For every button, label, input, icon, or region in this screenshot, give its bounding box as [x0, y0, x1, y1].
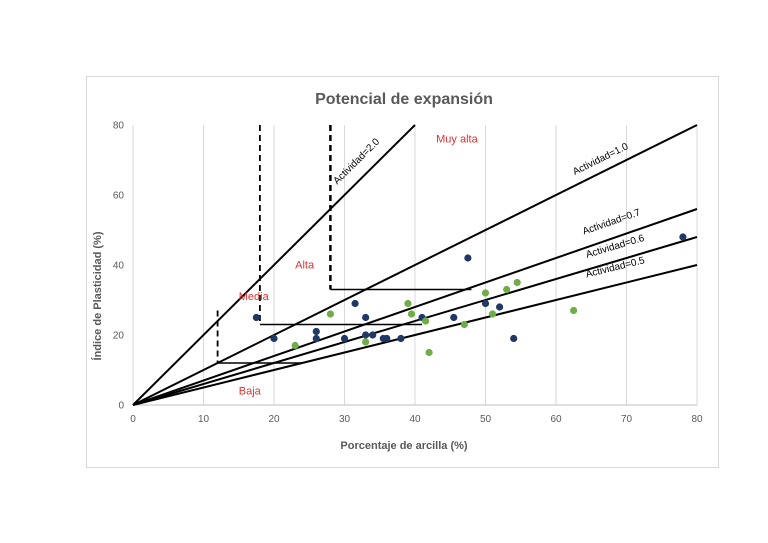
data-point [481, 299, 490, 308]
x-tick-label: 60 [550, 414, 562, 425]
x-tick-label: 10 [198, 414, 210, 425]
y-tick-label: 80 [113, 121, 125, 132]
data-point [513, 278, 521, 287]
tick-layer: 0 10 20 30 40 50 60 70 80 0 20 40 60 80 [113, 121, 703, 426]
x-tick-label: 70 [621, 414, 633, 425]
data-point [679, 233, 687, 241]
data-point [362, 331, 370, 339]
y-tick-label: 60 [113, 191, 125, 202]
x-tick-label: 0 [130, 414, 136, 425]
x-axis-title: Porcentaje de arcilla (%) [340, 440, 467, 452]
data-point [464, 254, 472, 262]
data-point [397, 334, 405, 343]
data-point [362, 338, 370, 346]
data-point [340, 334, 349, 343]
data-point [362, 313, 370, 322]
data-point [510, 334, 518, 343]
points-layer [252, 233, 687, 357]
zone-label: Baja [239, 386, 262, 398]
data-point [407, 310, 416, 318]
zone-label: Media [239, 291, 270, 303]
data-point [488, 310, 497, 318]
chart-svg: Potencial de expansión 0 10 20 30 40 50 60 70 80… [91, 91, 703, 452]
data-point [460, 320, 468, 329]
zone-label: Muy alta [436, 134, 478, 146]
activity-line-label: Actividad=2.0 [332, 136, 383, 187]
x-tick-label: 30 [339, 414, 351, 425]
data-point [369, 331, 377, 339]
x-tick-label: 80 [691, 414, 703, 425]
x-tick-label: 50 [480, 414, 492, 425]
chart-title: Potencial de expansión [315, 91, 493, 108]
data-point [503, 285, 511, 294]
data-point [496, 303, 504, 311]
activity-line [132, 264, 698, 406]
data-point [383, 334, 391, 343]
boundary-layer [132, 124, 698, 406]
data-point [270, 334, 278, 343]
activity-line [132, 124, 698, 406]
data-point [252, 313, 260, 322]
data-point [326, 310, 334, 318]
activity-line [132, 208, 698, 406]
zone-label: Alta [295, 260, 315, 272]
label-layer: Actividad=2.0 Actividad=1.0Actividad=0.7A… [239, 134, 647, 398]
data-point [312, 327, 320, 336]
data-point [481, 289, 490, 297]
chart-frame: Potencial de expansión 0 10 20 30 40 50 60 70 80… [86, 76, 719, 468]
activity-line [132, 236, 698, 406]
activity-line [132, 124, 416, 406]
y-tick-label: 20 [113, 331, 125, 342]
data-point [570, 306, 578, 315]
data-point [291, 341, 299, 350]
data-point [351, 299, 359, 308]
x-tick-label: 40 [409, 414, 421, 425]
data-point [425, 348, 433, 357]
data-point [404, 299, 412, 308]
activity-line-label: Actividad=0.7 [581, 207, 642, 237]
data-point [312, 334, 320, 343]
data-point [421, 317, 430, 325]
x-tick-label: 20 [268, 414, 280, 425]
y-tick-label: 0 [118, 401, 124, 412]
y-tick-label: 40 [113, 261, 125, 272]
data-point [450, 313, 458, 322]
y-axis-title: Índice de Plasticidad (%) [91, 231, 104, 360]
